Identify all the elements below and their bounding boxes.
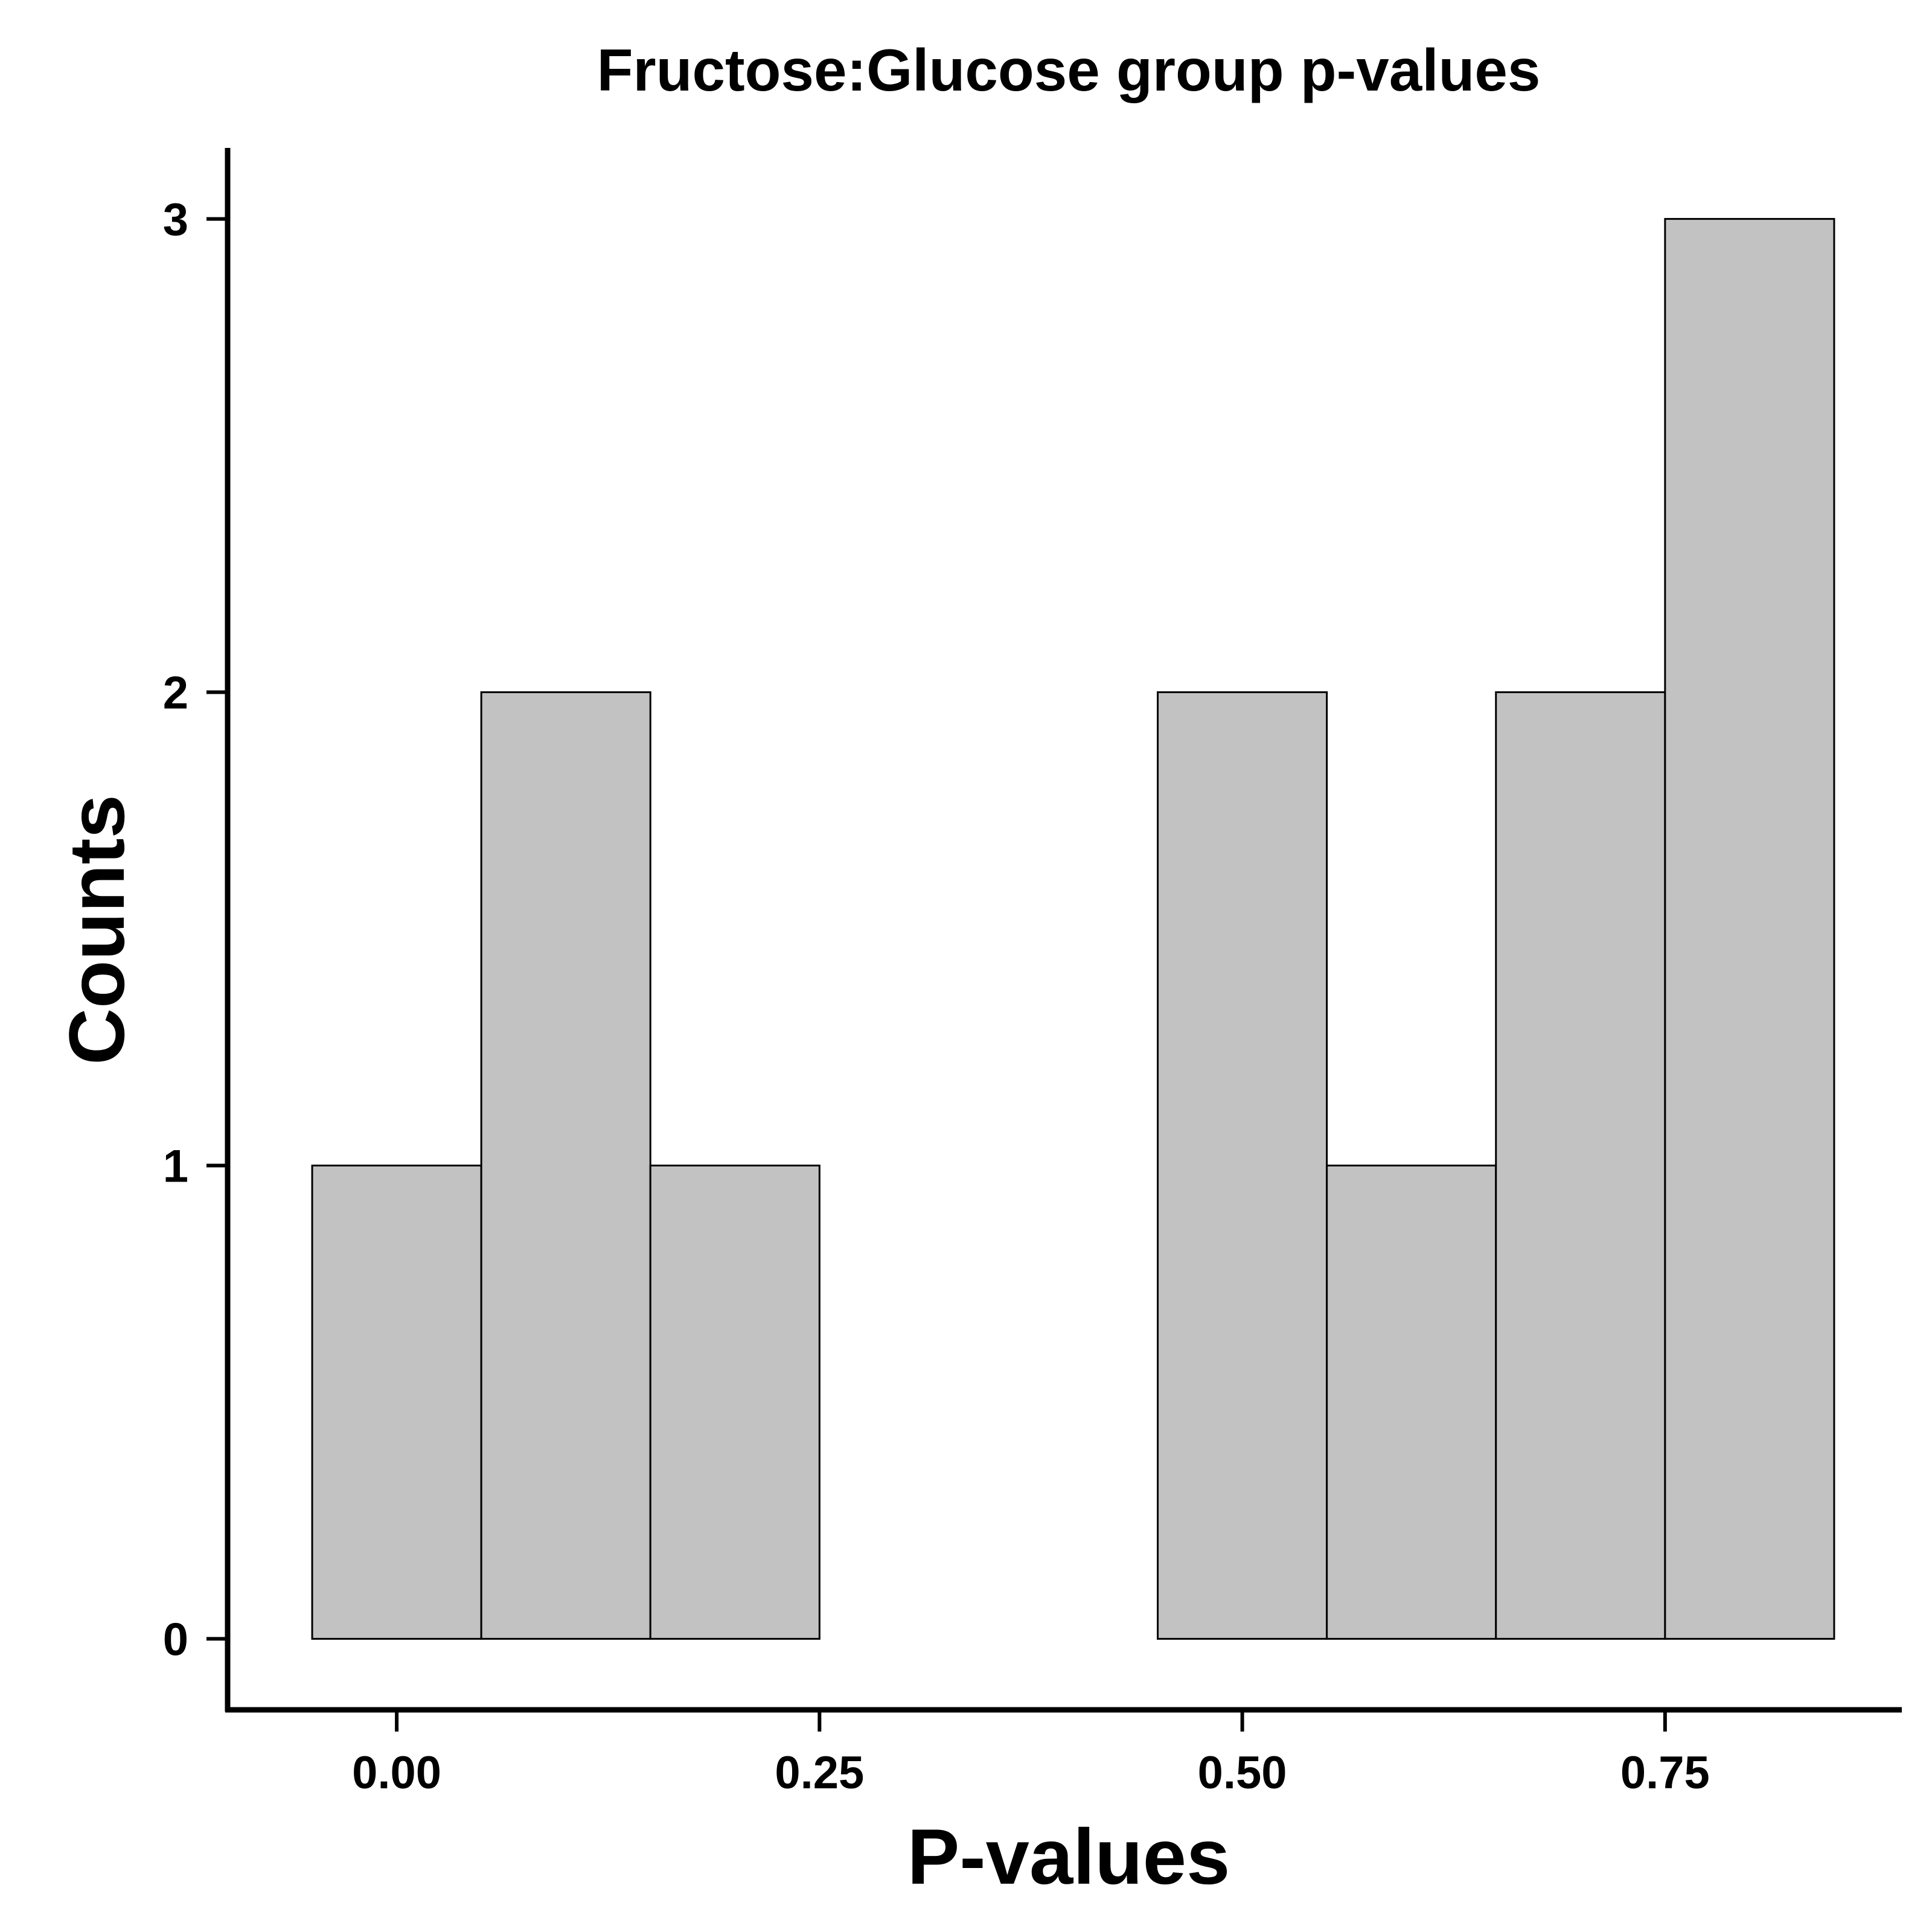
bar-6 — [1326, 1164, 1497, 1640]
y-tick-label-3: 3 — [163, 194, 188, 246]
x-ticks-group: 0.00 0.25 0.50 0.75 — [352, 1710, 1710, 1799]
x-tick-label-1: 0.25 — [775, 1747, 864, 1799]
x-tick-label-0: 0.00 — [352, 1747, 441, 1799]
bar-1 — [480, 691, 651, 1640]
y-tick-label-1: 1 — [163, 1140, 188, 1192]
bar-5 — [1157, 691, 1328, 1640]
bar-0 — [311, 1164, 482, 1640]
x-tick-label-2: 0.50 — [1198, 1747, 1287, 1799]
bar-8 — [1664, 218, 1835, 1640]
y-axis-title: Counts — [53, 795, 141, 1065]
bars-group — [311, 218, 1835, 1640]
bar-2 — [649, 1164, 820, 1640]
y-ticks-group: 0 1 2 3 — [163, 194, 228, 1665]
y-tick-label-2: 2 — [163, 668, 188, 719]
y-tick-label-0: 0 — [163, 1614, 188, 1665]
x-axis-title: P-values — [907, 1812, 1230, 1901]
bar-7 — [1495, 691, 1666, 1640]
x-tick-label-3: 0.75 — [1620, 1747, 1710, 1799]
chart-title: Fructose:Glucose group p-values — [597, 37, 1541, 103]
